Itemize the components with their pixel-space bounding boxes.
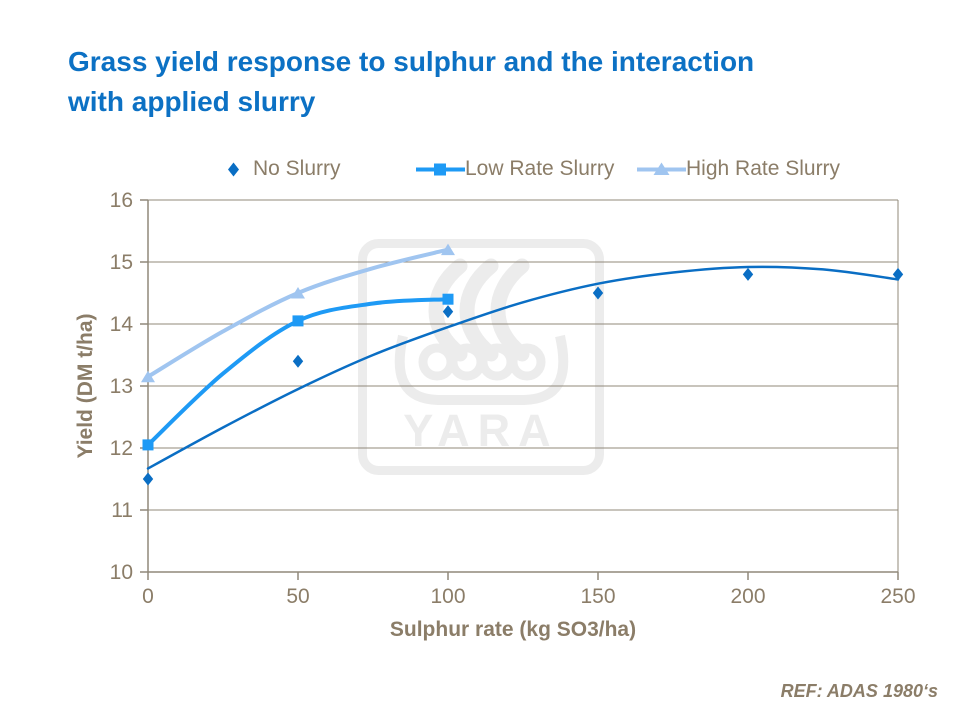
x-tick-label: 50: [286, 585, 309, 608]
watermark-shield: [418, 343, 456, 381]
data-point-no-slurry: [292, 354, 304, 368]
watermark-shield: [508, 343, 546, 381]
yara-watermark-logo: YARA: [358, 239, 604, 475]
x-tick-label: 250: [880, 585, 915, 608]
y-axis-title: Yield (DM t/ha): [74, 313, 97, 459]
data-point-low-rate-slurry: [142, 439, 154, 451]
data-point-low-rate-slurry: [442, 293, 454, 305]
watermark-hull: [394, 334, 569, 405]
data-point-no-slurry: [142, 472, 154, 486]
diamond-marker-icon: [228, 162, 239, 176]
x-tick-label: 0: [142, 585, 154, 608]
y-tick-label: 13: [110, 375, 133, 398]
watermark-sail-arc: [428, 258, 468, 362]
page-title-line2: with applied slurry: [68, 86, 316, 117]
data-point-high-rate-slurry: [141, 370, 155, 383]
y-tick-label: 11: [111, 499, 133, 522]
data-point-no-slurry: [442, 305, 454, 319]
y-tick-label: 15: [110, 251, 133, 274]
legend-item-high-rate-slurry: High Rate Slurry: [637, 156, 840, 182]
x-tick-label: 150: [580, 585, 615, 608]
square-marker-icon: [416, 163, 465, 175]
watermark-frame: [358, 239, 604, 475]
data-point-high-rate-slurry: [441, 243, 455, 256]
data-point-no-slurry: [892, 267, 904, 281]
y-tick-label: 14: [110, 313, 134, 336]
series-line-no-slurry: [146, 265, 900, 470]
y-tick-label: 12: [110, 437, 133, 460]
y-tick-label: 10: [110, 561, 133, 584]
page-title: Grass yield response to sulphur and the …: [68, 42, 898, 122]
data-point-no-slurry: [592, 286, 604, 300]
y-tick-label: 16: [110, 189, 133, 212]
watermark-shield: [478, 343, 516, 381]
data-point-low-rate-slurry: [292, 315, 304, 327]
x-tick-label: 100: [430, 585, 465, 608]
legend-item-no-slurry: No Slurry: [226, 156, 341, 182]
data-point-no-slurry: [742, 267, 754, 281]
data-point-high-rate-slurry: [291, 287, 305, 299]
page-title-line1: Grass yield response to sulphur and the …: [68, 46, 755, 77]
watermark-sail-arc: [459, 258, 499, 362]
triangle-marker-icon: [637, 162, 686, 175]
legend-label: High Rate Slurry: [686, 157, 841, 180]
legend-label: No Slurry: [253, 157, 341, 180]
x-tick-label: 200: [730, 585, 765, 608]
watermark-shield: [448, 343, 486, 381]
reference-note: REF: ADAS 1980‘s: [780, 681, 938, 701]
legend-item-low-rate-slurry: Low Rate Slurry: [416, 156, 614, 182]
x-axis-title: Sulphur rate (kg SO3/ha): [389, 618, 637, 641]
legend-label: Low Rate Slurry: [465, 157, 615, 180]
